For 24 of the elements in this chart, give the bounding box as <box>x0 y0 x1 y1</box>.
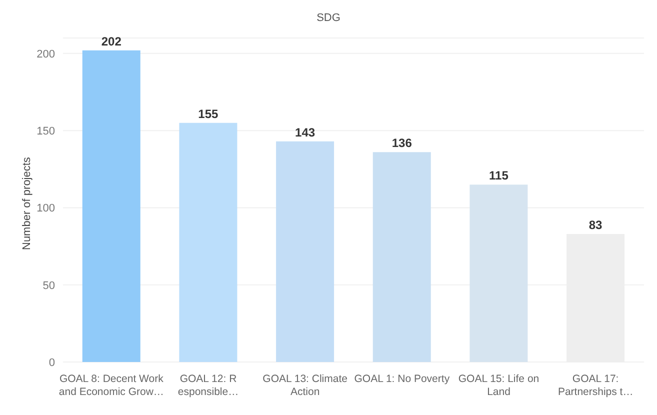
y-tick-label: 150 <box>36 125 55 138</box>
x-tick-label: GOAL 12: R esponsible… <box>178 373 239 398</box>
x-tick-label: GOAL 8: Decent Work and Economic Grow… <box>58 373 164 398</box>
bar <box>179 122 238 362</box>
data-label: 83 <box>588 218 603 232</box>
data-label: 202 <box>101 34 122 48</box>
y-tick-label: 100 <box>36 202 55 215</box>
y-tick-label: 0 <box>48 356 55 369</box>
data-label: 136 <box>392 136 412 150</box>
y-tick-label: 200 <box>36 48 55 60</box>
x-tick-label: GOAL 17: Partnerships t… <box>558 373 634 398</box>
bar <box>470 184 528 362</box>
bar <box>276 141 334 362</box>
data-label: 155 <box>198 106 219 121</box>
y-axis-title: Number of projects <box>20 156 33 250</box>
x-tick-label: GOAL 15: Life on Land <box>458 373 540 398</box>
data-label: 115 <box>489 168 509 183</box>
data-label: 143 <box>295 125 316 140</box>
x-tick-label: GOAL 1: No Poverty <box>354 373 450 385</box>
bar <box>82 50 140 362</box>
x-tick-label: GOAL 13: Climate Action <box>262 373 348 398</box>
chart-title: SDG <box>316 12 342 24</box>
y-tick-label: 50 <box>42 280 55 292</box>
bar <box>372 152 431 362</box>
